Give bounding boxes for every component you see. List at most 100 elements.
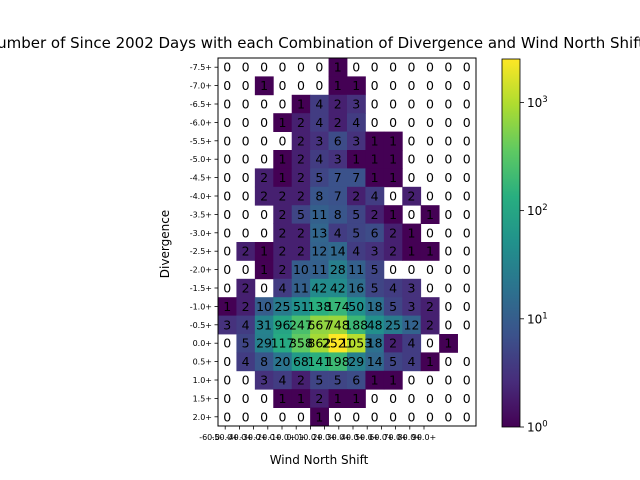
cell-value-label: 6 (352, 373, 360, 388)
heatmap-cell (383, 242, 403, 261)
heatmap-cell (365, 168, 385, 188)
cell-value-label: 2 (242, 244, 250, 259)
heatmap-cell (402, 334, 422, 353)
cell-value-label: 1 (371, 133, 379, 148)
cell-value-label: 18 (367, 299, 383, 314)
cell-value-label: 0 (279, 409, 287, 424)
cell-value-label: 0 (242, 409, 250, 424)
heatmap-cell (291, 389, 311, 408)
cell-value-label: 0 (444, 373, 452, 388)
x-tick-label: 90.0+ (412, 433, 437, 442)
cell-value-label: 0 (242, 391, 250, 406)
cell-value-label: 18 (367, 336, 383, 351)
cell-value-label: 117 (271, 336, 295, 351)
cell-value-label: 0 (444, 281, 452, 296)
heatmap-cell (310, 150, 329, 169)
cell-value-label: 3 (408, 281, 416, 296)
heatmap-cell (254, 297, 274, 316)
cell-value-label: 2 (260, 170, 268, 185)
heatmap-cell (347, 76, 366, 96)
cell-value-label: 748 (326, 317, 350, 332)
y-tick-label: -0.5+ (190, 321, 212, 330)
heatmap-cell (291, 150, 311, 169)
cell-value-label: 0 (444, 354, 452, 369)
cell-value-label: 2 (297, 170, 305, 185)
cell-value-label: 0 (242, 373, 250, 388)
heatmap-cell (273, 278, 293, 298)
cell-value-label: 1 (297, 391, 305, 406)
heatmap-cell (328, 315, 348, 335)
cell-value-label: 1 (408, 244, 416, 259)
x-tick-label: 50.0+ (355, 433, 380, 442)
cell-value-label: 0 (408, 97, 416, 112)
heatmap-cell (236, 315, 256, 335)
cell-value-label: 2 (426, 299, 434, 314)
cell-value-label: 11 (311, 262, 327, 277)
cell-value-label: 0 (408, 391, 416, 406)
heatmap-cell (420, 352, 440, 372)
heatmap-cell (328, 260, 348, 280)
cell-value-label: 0 (463, 299, 471, 314)
cell-value-label: 0 (242, 97, 250, 112)
cell-value-label: 14 (330, 244, 346, 259)
cell-value-label: 4 (352, 244, 360, 259)
cell-value-label: 0 (426, 189, 434, 204)
cell-value-label: 1 (334, 78, 342, 93)
cell-value-label: 4 (315, 115, 323, 130)
heatmap-cell (383, 223, 403, 243)
cell-value-label: 2 (279, 189, 287, 204)
cell-value-label: 0 (242, 60, 250, 75)
x-tick-label: 70.0+ (383, 433, 408, 442)
cell-value-label: 0 (426, 60, 434, 75)
cell-value-label: 50 (348, 299, 364, 314)
cell-value-label: 0 (371, 409, 379, 424)
cell-value-label: 4 (315, 97, 323, 112)
heatmap-cell (273, 297, 293, 316)
cell-value-label: 0 (463, 78, 471, 93)
cell-value-label: 0 (315, 78, 323, 93)
heatmap-cell (365, 370, 385, 390)
cell-value-label: 1 (444, 336, 452, 351)
heatmap-cell (328, 205, 348, 224)
cell-value-label: 8 (334, 207, 342, 222)
y-tick-label: -2.0+ (190, 266, 212, 275)
heatmap-cell (254, 260, 274, 280)
cell-value-label: 0 (463, 152, 471, 167)
cell-value-label: 2 (352, 189, 360, 204)
cell-value-label: 6 (334, 133, 342, 148)
cell-value-label: 0 (444, 189, 452, 204)
cell-value-label: 25 (275, 299, 291, 314)
cell-value-label: 14 (367, 354, 383, 369)
heatmap-cell (347, 205, 366, 224)
heatmap-cell (310, 94, 329, 114)
cell-value-label: 68 (293, 354, 309, 369)
cell-value-label: 0 (444, 115, 452, 130)
cell-value-label: 0 (408, 262, 416, 277)
x-tick-label: 40.0+ (341, 433, 366, 442)
y-tick-label: 0.5+ (193, 358, 212, 367)
heatmap-cell (383, 352, 403, 372)
heatmap-cell (383, 370, 403, 390)
heatmap-cell (310, 278, 329, 298)
cell-value-label: 2 (334, 97, 342, 112)
cell-value-label: 0 (426, 97, 434, 112)
cell-value-label: 0 (279, 78, 287, 93)
cell-value-label: 0 (223, 133, 231, 148)
cell-value-label: 1 (315, 409, 323, 424)
cell-value-label: 0 (444, 152, 452, 167)
heatmap-cell (291, 113, 311, 132)
y-tick-label: -5.0+ (190, 155, 212, 164)
heatmap-cell (310, 186, 329, 206)
cell-value-label: 0 (223, 115, 231, 130)
heatmap-cell (291, 315, 311, 335)
cell-value-label: 2 (297, 244, 305, 259)
cell-value-label: 31 (256, 317, 272, 332)
heatmap-cell (328, 94, 348, 114)
heatmap-cell (365, 186, 385, 206)
heatmap-cell (328, 352, 348, 372)
heatmap-cell (236, 352, 256, 372)
cell-value-label: 0 (389, 78, 397, 93)
cell-value-label: 0 (242, 262, 250, 277)
colorbar-ticks: 100 101 102 103 (520, 95, 548, 435)
cell-value-label: 0 (463, 189, 471, 204)
